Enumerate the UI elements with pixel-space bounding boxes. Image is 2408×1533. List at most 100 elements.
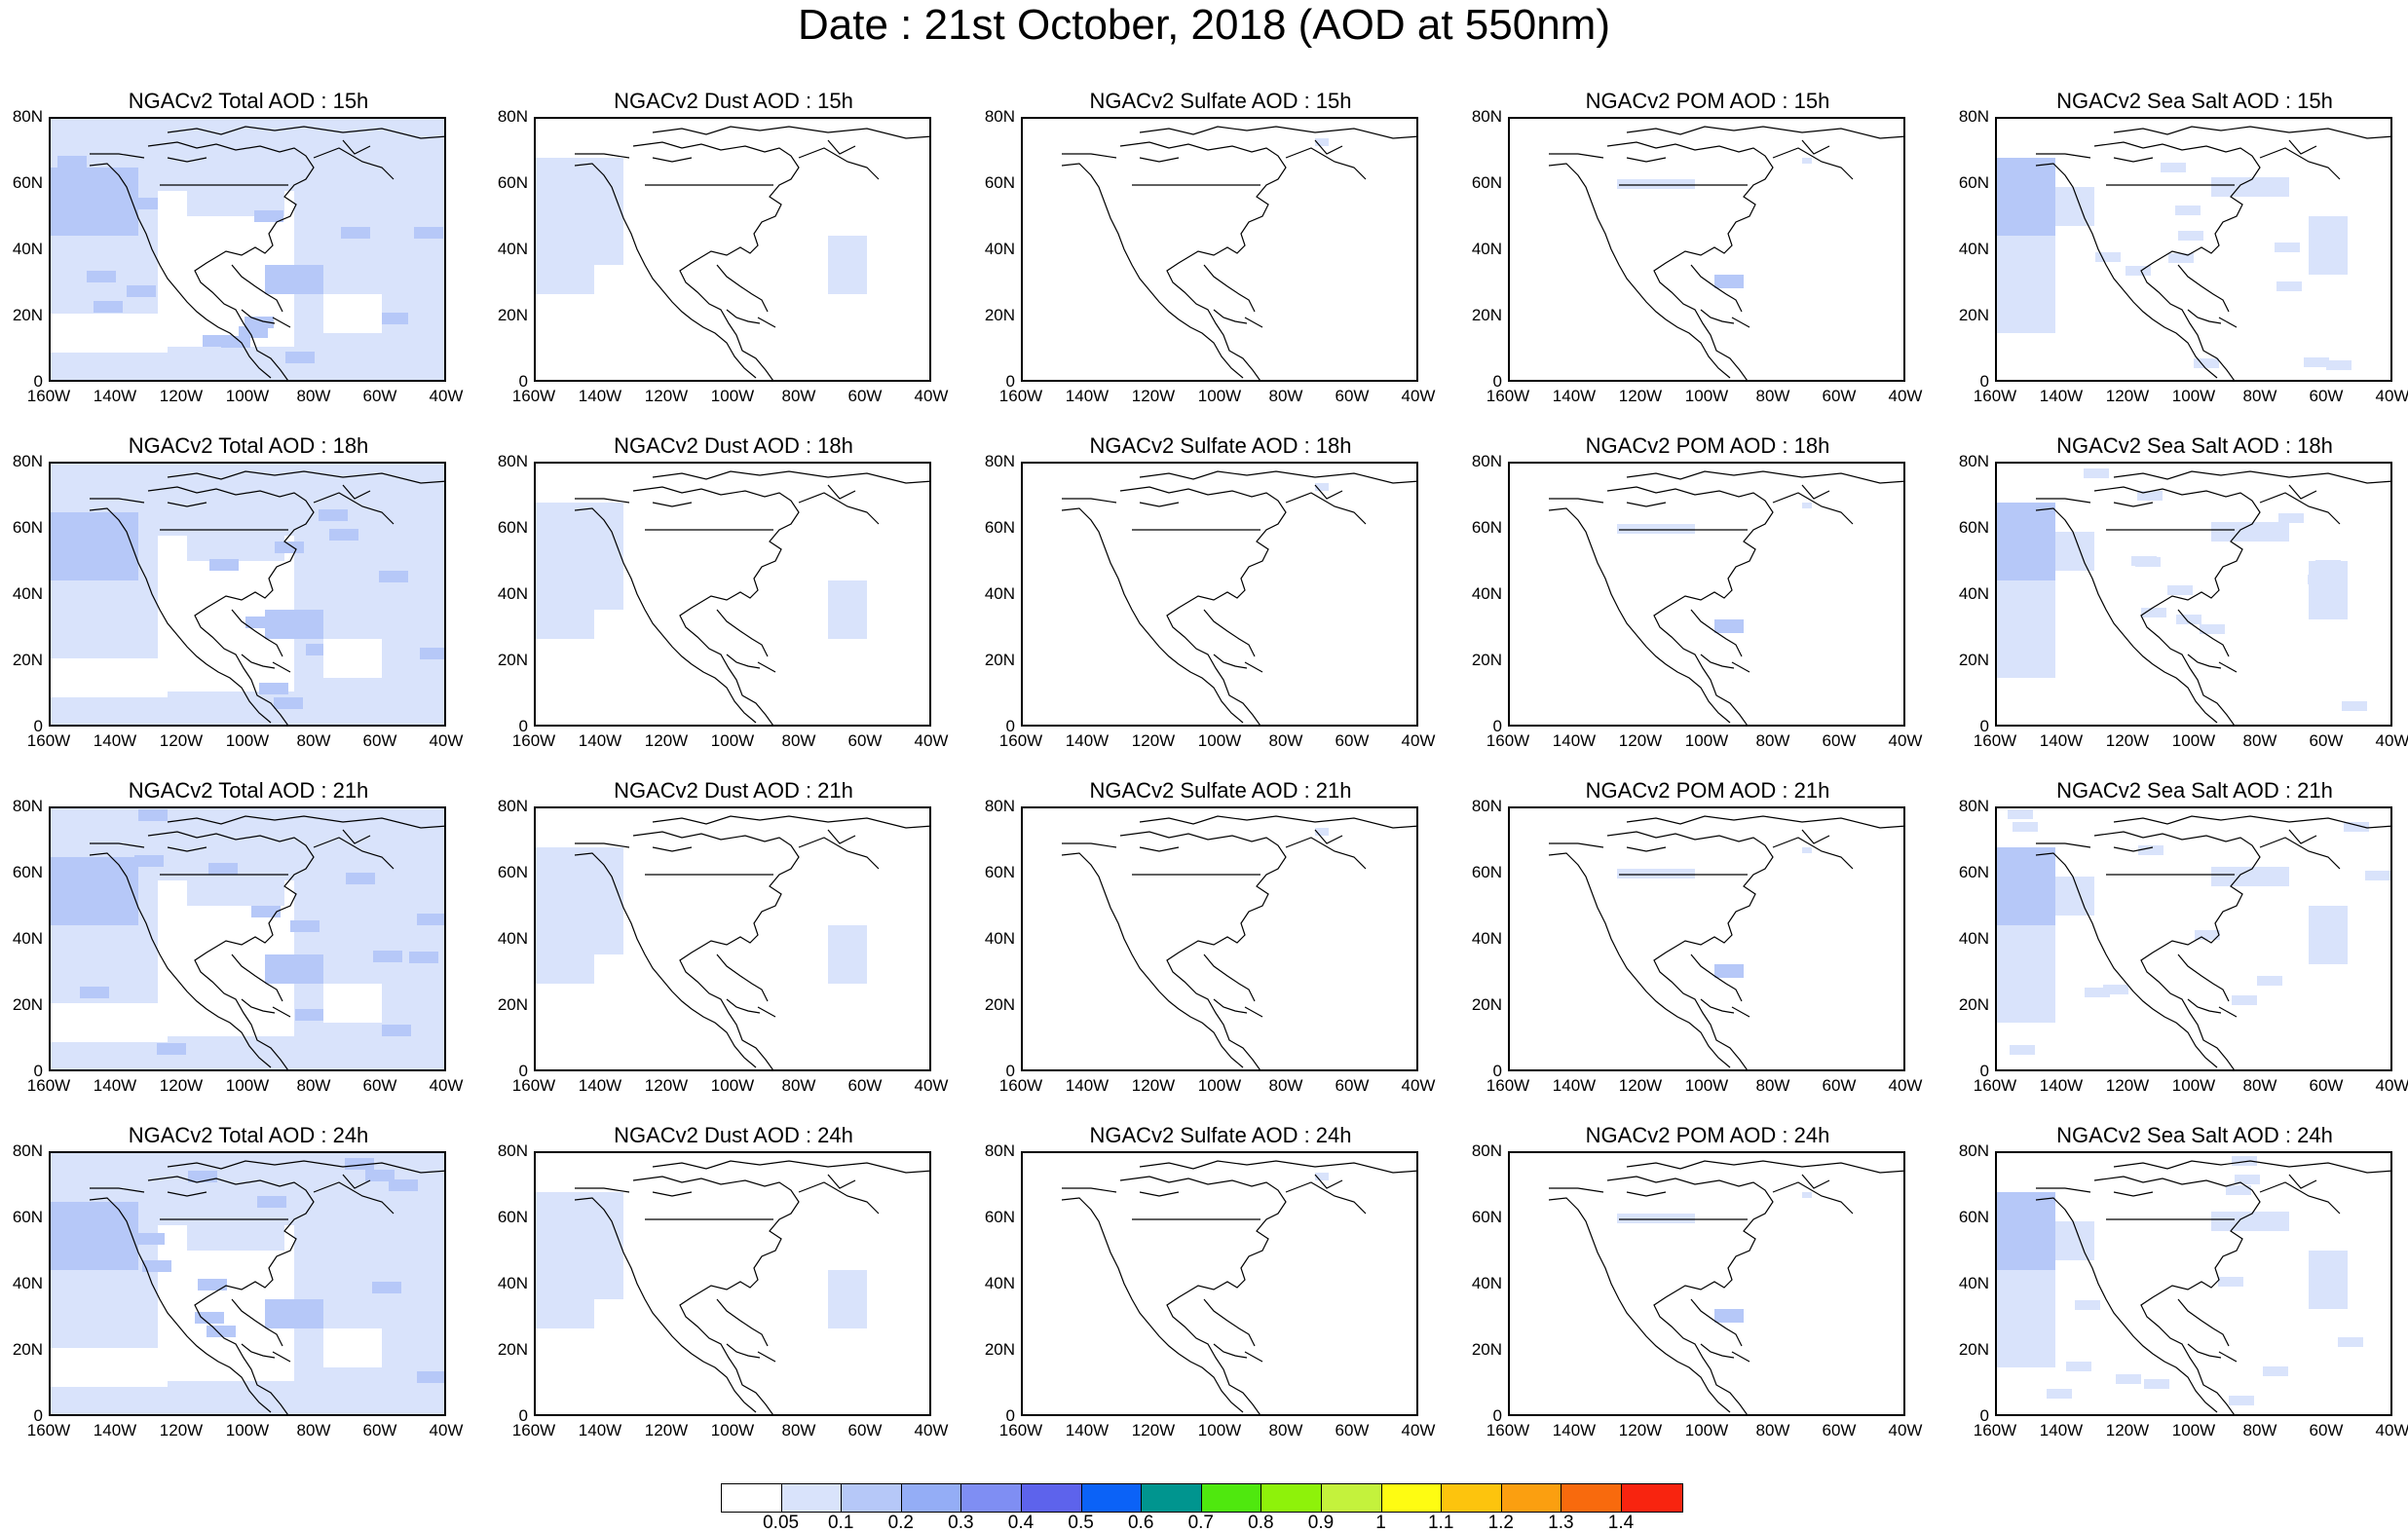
x-tick-label: 120W bbox=[159, 1076, 204, 1095]
y-tick-label: 20N bbox=[1958, 995, 1989, 1014]
colorbar-swatch bbox=[842, 1484, 902, 1512]
colorbar-tick-label: 1.4 bbox=[1607, 1513, 1635, 1533]
map-panel: NGACv2 Total AOD : 15h 160W 140W 120W 100W 8… bbox=[13, 0, 464, 405]
x-tick-label: 160W bbox=[998, 1421, 1043, 1440]
y-tick-label: 40N bbox=[1958, 929, 1989, 948]
colorbar-tick-label: 1.2 bbox=[1487, 1513, 1514, 1533]
x-tick-label: 60W bbox=[362, 731, 397, 750]
y-tick-label: 80N bbox=[1958, 107, 1989, 126]
x-tick-label: 160W bbox=[511, 731, 556, 750]
y-tick-label: 80N bbox=[1471, 797, 1502, 815]
map-panel: NGACv2 Sulfate AOD : 15h 160W 140W 120W 100… bbox=[985, 0, 1436, 405]
x-tick-label: 80W bbox=[1268, 1421, 1303, 1440]
x-tick-label: 100W bbox=[1197, 387, 1242, 405]
x-tick-label: 40W bbox=[914, 1421, 949, 1440]
y-tick-label: 20N bbox=[12, 651, 43, 669]
x-tick-label: 60W bbox=[847, 731, 883, 750]
y-tick-label: 40N bbox=[1958, 584, 1989, 603]
x-tick-label: 120W bbox=[159, 731, 204, 750]
x-tick-label: 40W bbox=[914, 1076, 949, 1095]
y-tick-label: 20N bbox=[1471, 306, 1502, 324]
y-tick-label: 20N bbox=[12, 306, 43, 324]
x-tick-label: 100W bbox=[1684, 387, 1729, 405]
x-tick-label: 60W bbox=[1822, 1076, 1857, 1095]
map-panel: NGACv2 Sea Salt AOD : 15h 160W 140W 120W 10… bbox=[1959, 0, 2408, 405]
x-tick-label: 40W bbox=[1888, 1421, 1923, 1440]
x-tick-label: 60W bbox=[1335, 731, 1370, 750]
y-tick-label: 40N bbox=[984, 929, 1015, 948]
x-tick-label: 120W bbox=[1618, 387, 1663, 405]
x-tick-label: 80W bbox=[781, 387, 816, 405]
panel-title: NGACv2 POM AOD : 21h bbox=[1585, 778, 1830, 803]
panel-title: NGACv2 Sea Salt AOD : 18h bbox=[2056, 433, 2333, 458]
y-tick-label: 40N bbox=[984, 240, 1015, 258]
y-tick-label: 40N bbox=[12, 929, 43, 948]
aod-map bbox=[1508, 117, 1905, 382]
y-tick-label: 0 bbox=[1979, 717, 1989, 735]
aod-map bbox=[1508, 806, 1905, 1071]
x-tick-label: 80W bbox=[296, 387, 331, 405]
y-tick-label: 0 bbox=[1492, 1062, 1502, 1080]
panel-title: NGACv2 Total AOD : 21h bbox=[128, 778, 369, 803]
x-tick-label: 100W bbox=[225, 1076, 270, 1095]
aod-map bbox=[1021, 117, 1418, 382]
y-tick-label: 60N bbox=[497, 173, 528, 192]
y-tick-label: 80N bbox=[12, 1141, 43, 1160]
x-tick-label: 140W bbox=[1552, 1076, 1597, 1095]
y-tick-label: 80N bbox=[497, 797, 528, 815]
y-tick-label: 0 bbox=[33, 372, 43, 391]
x-tick-label: 140W bbox=[2039, 1076, 2084, 1095]
colorbar-tick-label: 0.9 bbox=[1307, 1513, 1335, 1533]
y-tick-label: 0 bbox=[518, 1406, 528, 1425]
x-tick-label: 120W bbox=[159, 387, 204, 405]
y-tick-label: 40N bbox=[12, 240, 43, 258]
aod-map bbox=[1021, 462, 1418, 727]
x-tick-label: 120W bbox=[2105, 1421, 2150, 1440]
x-tick-label: 40W bbox=[1888, 1076, 1923, 1095]
x-tick-label: 40W bbox=[429, 387, 464, 405]
x-tick-label: 80W bbox=[1268, 1076, 1303, 1095]
colorbar-tick-label: 0.8 bbox=[1248, 1513, 1274, 1533]
y-tick-label: 20N bbox=[497, 306, 528, 324]
x-tick-label: 40W bbox=[2375, 1076, 2408, 1095]
aod-map bbox=[49, 1151, 446, 1416]
y-tick-label: 60N bbox=[497, 518, 528, 537]
colorbar-swatch bbox=[901, 1484, 962, 1512]
x-tick-label: 140W bbox=[1065, 387, 1110, 405]
x-tick-label: 40W bbox=[2375, 731, 2408, 750]
x-tick-label: 160W bbox=[26, 387, 71, 405]
x-tick-label: 140W bbox=[1065, 1076, 1110, 1095]
x-tick-label: 60W bbox=[362, 1076, 397, 1095]
y-tick-label: 0 bbox=[1005, 717, 1015, 735]
y-tick-label: 60N bbox=[497, 863, 528, 881]
x-tick-label: 120W bbox=[1131, 1076, 1176, 1095]
x-tick-label: 100W bbox=[225, 1421, 270, 1440]
aod-map-svg bbox=[1061, 470, 1416, 725]
y-tick-label: 80N bbox=[1958, 452, 1989, 470]
aod-map-svg bbox=[1061, 815, 1416, 1069]
x-tick-label: 40W bbox=[1401, 1421, 1436, 1440]
aod-map-svg bbox=[1061, 126, 1416, 380]
x-tick-label: 40W bbox=[2375, 1421, 2408, 1440]
y-tick-label: 0 bbox=[1492, 372, 1502, 391]
x-tick-label: 80W bbox=[1755, 731, 1790, 750]
y-tick-label: 20N bbox=[984, 995, 1015, 1014]
y-tick-label: 20N bbox=[497, 651, 528, 669]
y-tick-label: 80N bbox=[12, 797, 43, 815]
y-tick-label: 60N bbox=[1471, 863, 1502, 881]
y-tick-label: 40N bbox=[1471, 1274, 1502, 1292]
aod-map bbox=[1508, 462, 1905, 727]
x-tick-label: 120W bbox=[1131, 1421, 1176, 1440]
x-tick-label: 140W bbox=[578, 731, 622, 750]
y-tick-label: 0 bbox=[1492, 1406, 1502, 1425]
x-tick-label: 80W bbox=[1268, 387, 1303, 405]
colorbar-tick-label: 0.4 bbox=[1007, 1513, 1035, 1533]
y-tick-label: 0 bbox=[1005, 1406, 1015, 1425]
y-tick-label: 60N bbox=[984, 863, 1015, 881]
map-panel: NGACv2 Dust AOD : 18h 160W 140W 120W 100W 80… bbox=[498, 345, 949, 750]
map-panel: NGACv2 Total AOD : 24h 160W 140W 120W 100W 8… bbox=[13, 1034, 464, 1440]
x-tick-label: 60W bbox=[847, 387, 883, 405]
panel-title: NGACv2 POM AOD : 18h bbox=[1585, 433, 1830, 458]
x-tick-label: 160W bbox=[1486, 387, 1530, 405]
colorbar-tick-label: 0.5 bbox=[1068, 1513, 1094, 1533]
